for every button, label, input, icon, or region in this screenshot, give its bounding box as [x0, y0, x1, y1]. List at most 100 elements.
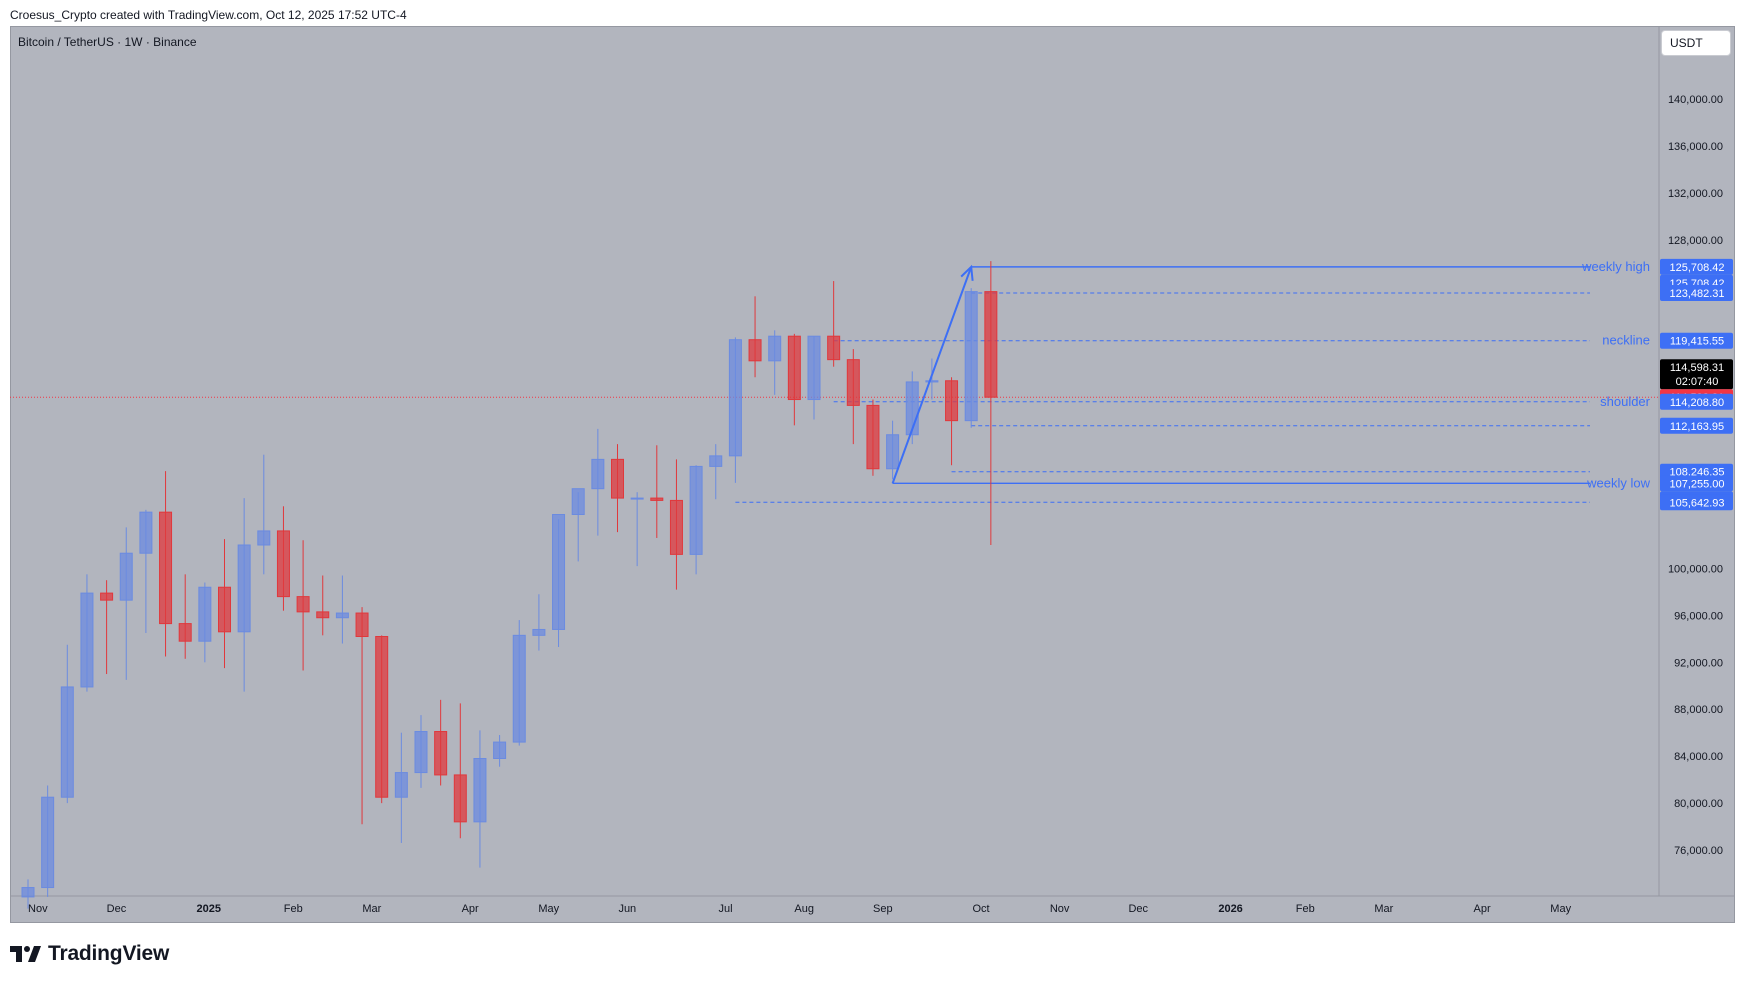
y-tick-label: 96,000.00 — [1674, 610, 1723, 622]
candle-up — [119, 552, 133, 601]
candle-down — [984, 291, 998, 398]
candle-down — [611, 458, 624, 499]
candle-down — [827, 335, 841, 361]
y-tick-label: 100,000.00 — [1668, 563, 1723, 575]
x-tick-label: Mar — [1374, 903, 1393, 915]
x-tick-label: Apr — [462, 903, 479, 915]
x-tick-label: Dec — [1128, 903, 1148, 915]
candle-up — [335, 612, 349, 619]
x-tick-label: May — [538, 903, 559, 915]
price-label-box — [1660, 359, 1733, 390]
x-tick-label: Aug — [794, 903, 814, 915]
candle-down — [178, 623, 192, 642]
candle-up — [591, 458, 605, 490]
candle-down — [375, 636, 389, 798]
symbol-title[interactable]: Bitcoin / TetherUS · 1W · Binance — [18, 35, 197, 49]
x-tick-label: Mar — [362, 903, 381, 915]
price-label-box — [1660, 258, 1733, 275]
y-tick-label: 92,000.00 — [1674, 657, 1723, 669]
x-tick-label: Dec — [107, 903, 127, 915]
price-label-text: 107,255.00 — [1669, 478, 1724, 490]
candle-down — [650, 497, 664, 501]
candle-down — [355, 612, 369, 637]
candle-up — [473, 758, 487, 823]
bar-countdown: 02:07:40 — [1676, 376, 1719, 388]
candle-up — [198, 586, 212, 642]
candle-down — [846, 359, 860, 406]
candle-down — [866, 404, 880, 470]
x-tick-label: Sep — [873, 903, 893, 915]
candle-up — [768, 335, 782, 362]
candle-up — [807, 335, 821, 401]
candle-up — [60, 686, 74, 798]
candle-down — [748, 339, 762, 362]
candle-down — [276, 530, 290, 598]
price-label-box — [1660, 393, 1733, 410]
candle-up — [630, 497, 644, 500]
x-tick-label: Jun — [618, 903, 636, 915]
candle-up — [414, 731, 428, 774]
candle-up — [728, 339, 742, 457]
price-label-text: 119,415.55 — [1670, 336, 1724, 348]
candle-down — [669, 499, 683, 555]
x-axis: Nov Dec 2025 Feb Mar Apr May Jun Jul Aug Sep Oct Nov… — [28, 903, 1572, 915]
candle-up — [964, 291, 978, 422]
price-label-text: 123,482.31 — [1669, 288, 1724, 300]
brand-name: TradingView — [48, 942, 170, 965]
x-tick-label: Nov — [28, 903, 48, 915]
candle-up — [257, 530, 271, 546]
candle-down — [945, 380, 959, 422]
tradingview-brand[interactable]: TradingView — [10, 942, 169, 966]
candle-up — [394, 772, 408, 798]
y-tick-label: 132,000.00 — [1668, 188, 1723, 200]
y-tick-label: 76,000.00 — [1674, 845, 1723, 857]
x-tick-label: 2025 — [197, 903, 221, 915]
y-tick-label: 88,000.00 — [1674, 704, 1723, 716]
candle-down — [296, 596, 310, 613]
x-tick-label: Oct — [972, 903, 989, 915]
candle-up — [21, 887, 35, 898]
y-tick-label: 80,000.00 — [1674, 798, 1723, 810]
price-label-box — [1660, 417, 1733, 434]
trend-arrow-line — [891, 266, 973, 484]
candle-up — [493, 741, 507, 759]
y-tick-label: 128,000.00 — [1668, 235, 1723, 247]
price-label-text: 112,163.95 — [1670, 421, 1724, 433]
candle-down — [100, 592, 114, 601]
candle-up — [709, 455, 723, 467]
price-label-box — [1660, 475, 1733, 492]
x-tick-label: Nov — [1050, 903, 1070, 915]
line-annotation-label: shoulder — [1600, 394, 1651, 409]
price-label-text: 125,708.42 — [1669, 262, 1724, 274]
currency-selector[interactable]: USDT — [1661, 30, 1731, 56]
x-tick-label: Jul — [719, 903, 733, 915]
candle-down — [159, 511, 173, 625]
trend-arrowhead — [960, 264, 974, 281]
candles — [21, 261, 998, 909]
y-tick-label: 84,000.00 — [1674, 751, 1723, 763]
line-annotation-label: weekly high — [1581, 259, 1650, 274]
x-tick-label: 2026 — [1218, 903, 1242, 915]
price-label-text: 105,642.93 — [1669, 497, 1724, 509]
tradingview-logo-icon — [10, 946, 41, 962]
candle-up — [139, 511, 153, 554]
candle-up — [925, 380, 939, 383]
candle-up — [41, 796, 55, 889]
candle-down — [453, 774, 467, 823]
price-label-text: 114,598.31 — [1670, 362, 1724, 374]
candle-up — [552, 514, 566, 630]
annotation-lines: weekly high neckline shoulder weekly low — [10, 259, 1659, 503]
line-annotation-label: neckline — [1602, 333, 1650, 348]
candle-down — [787, 335, 801, 401]
line-annotation-label: weekly low — [1586, 475, 1650, 490]
price-scale-labels: 125,708.42125,708.42123,482.31119,415.55… — [1660, 258, 1733, 511]
x-tick-label: Feb — [284, 903, 303, 915]
price-label-box — [1660, 284, 1733, 301]
candle-down — [316, 611, 330, 619]
price-label-box — [1660, 494, 1733, 511]
y-tick-label: 136,000.00 — [1668, 141, 1723, 153]
candle-up — [237, 544, 251, 633]
candle-up — [80, 592, 94, 688]
candle-down — [218, 586, 231, 633]
